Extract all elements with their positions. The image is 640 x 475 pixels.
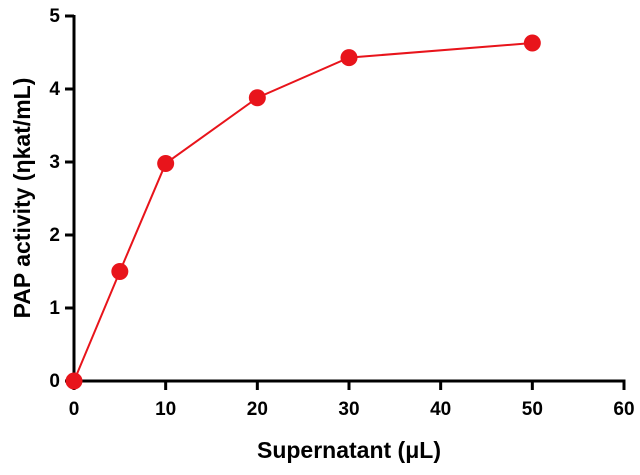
y-tick-label: 0 bbox=[49, 371, 60, 392]
x-axis-title: Supernatant (μL) bbox=[257, 437, 441, 463]
x-tick-label: 10 bbox=[155, 399, 176, 420]
y-tick-label: 3 bbox=[49, 152, 60, 173]
y-tick-label: 2 bbox=[49, 225, 60, 246]
marker bbox=[340, 49, 358, 67]
x-tick-label: 50 bbox=[522, 399, 543, 420]
marker bbox=[111, 263, 129, 280]
y-axis-title: PAP activity (ηkat/mL) bbox=[9, 78, 35, 319]
marker bbox=[65, 372, 83, 390]
x-tick-label: 20 bbox=[247, 399, 268, 420]
y-tick-label: 4 bbox=[49, 79, 60, 100]
x-tick-label: 40 bbox=[430, 399, 451, 420]
x-tick-label: 30 bbox=[338, 399, 359, 420]
marker bbox=[248, 89, 266, 107]
y-tick-label: 1 bbox=[49, 298, 60, 319]
x-tick-label: 60 bbox=[613, 399, 634, 420]
marker bbox=[523, 34, 541, 52]
y-tick-label: 5 bbox=[49, 6, 60, 27]
marker bbox=[157, 154, 175, 172]
x-tick-label: 0 bbox=[69, 399, 80, 420]
line bbox=[73, 42, 533, 382]
